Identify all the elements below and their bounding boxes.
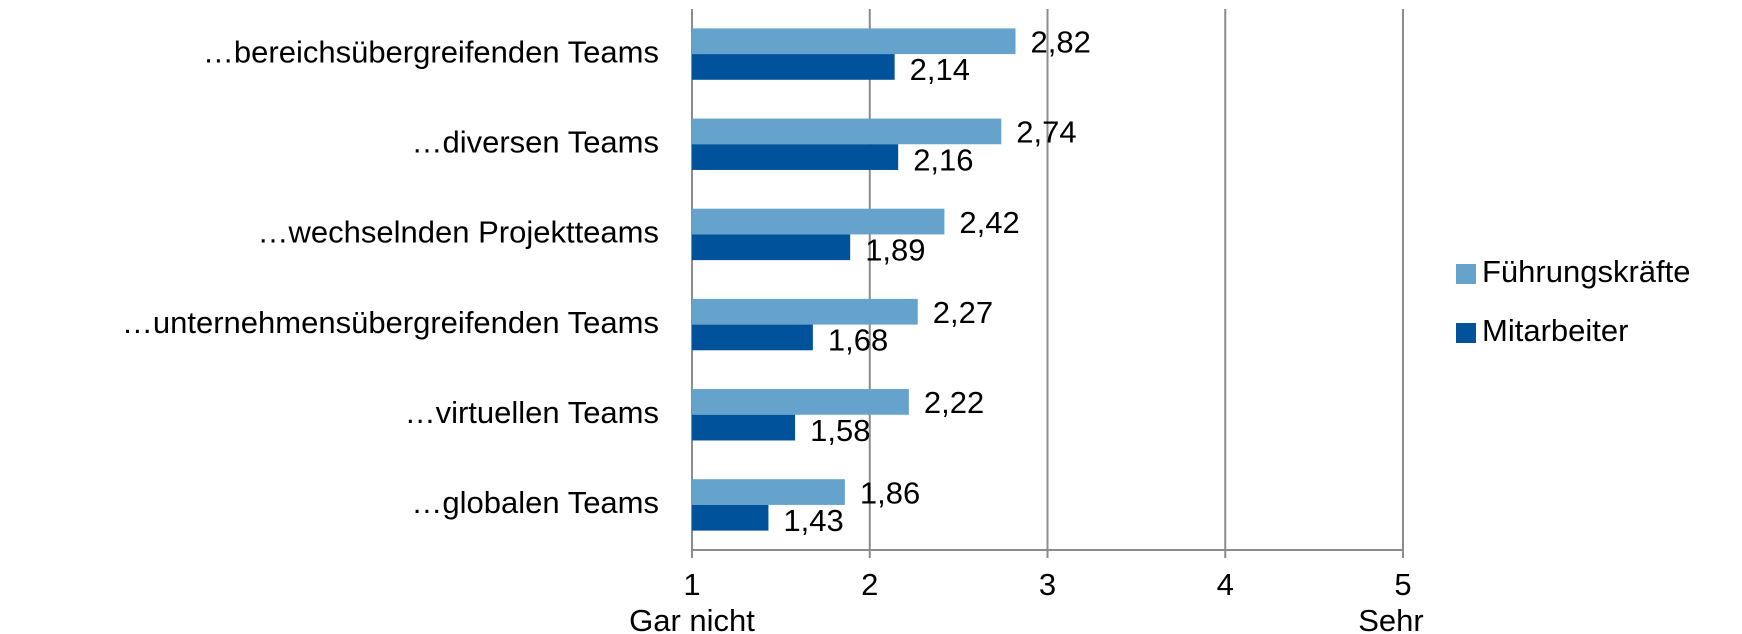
data-label: 2,16 [913, 142, 973, 177]
data-label: 2,22 [924, 385, 984, 420]
data-label: 2,14 [910, 52, 970, 87]
x-tick-label: 1 [683, 567, 700, 602]
bar [692, 389, 909, 415]
y-tick-label: …diversen Teams [411, 124, 659, 159]
data-label: 1,89 [865, 232, 925, 267]
bar [692, 54, 895, 80]
data-label: 2,27 [933, 295, 993, 330]
axis-annotation: Gar nicht [629, 603, 755, 634]
y-tick-label: …wechselnden Projektteams [258, 215, 659, 250]
data-label: 1,68 [828, 323, 888, 358]
y-tick-label: …virtuellen Teams [405, 395, 659, 430]
legend-swatch [1456, 323, 1476, 343]
bar [692, 208, 945, 235]
bar [692, 298, 918, 325]
data-label: 1,58 [810, 413, 870, 448]
data-label: 2,82 [1031, 24, 1091, 59]
bar [692, 28, 1016, 55]
legend-label: Führungskräfte [1482, 254, 1691, 289]
x-tick-label: 5 [1394, 567, 1411, 602]
y-tick-label: …bereichsübergreifenden Teams [203, 34, 659, 69]
bar [692, 414, 796, 441]
y-tick-label: …globalen Teams [411, 485, 659, 520]
y-tick-label: …unternehmensübergreifenden Teams [122, 305, 659, 340]
bar [692, 504, 769, 531]
axis-annotation: Sehr [1358, 603, 1423, 634]
x-tick-label: 4 [1217, 567, 1234, 602]
bar [692, 324, 813, 351]
bar [692, 479, 845, 505]
x-tick-label: 2 [861, 567, 878, 602]
data-label: 2,74 [1016, 115, 1076, 150]
x-tick-label: 3 [1039, 567, 1056, 602]
legend-swatch [1456, 264, 1476, 284]
legend-label: Mitarbeiter [1482, 313, 1628, 348]
bar [692, 118, 1002, 145]
bar [692, 144, 899, 170]
data-label: 1,86 [860, 475, 920, 510]
data-label: 1,43 [783, 503, 843, 538]
bar [692, 234, 851, 261]
data-label: 2,42 [959, 205, 1019, 240]
